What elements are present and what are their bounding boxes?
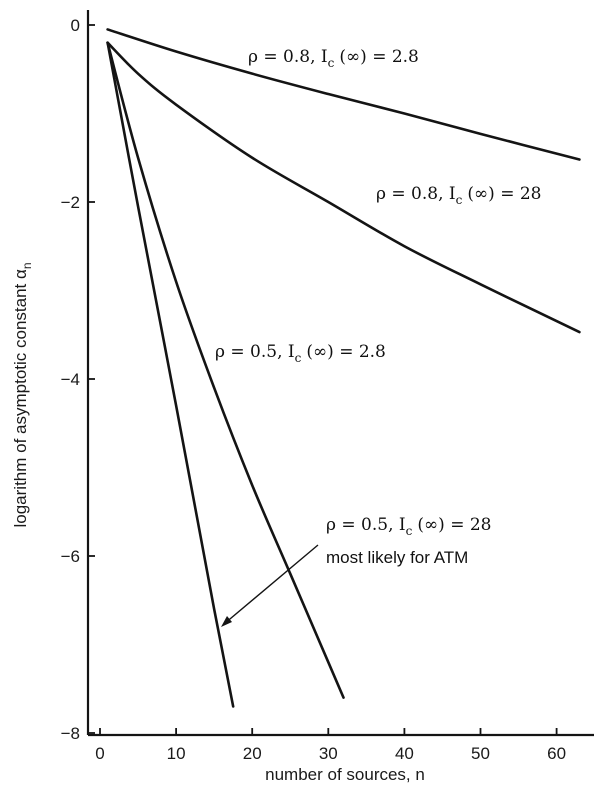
annotation-3-ic: I bbox=[288, 342, 295, 362]
annotation-3-rest: (∞) = 2.8 bbox=[306, 342, 386, 362]
annotation-series-4-line2: most likely for ATM bbox=[326, 548, 468, 567]
series-line-3 bbox=[106, 41, 345, 699]
annotation-2-sub: c bbox=[456, 193, 463, 207]
x-tick-label: 10 bbox=[167, 744, 186, 763]
y-ticks: 0 −2 −4 −6 −8 bbox=[61, 16, 95, 743]
x-tick-label: 40 bbox=[395, 744, 414, 763]
annotation-2-rho: ρ = 0.8, bbox=[376, 184, 444, 204]
y-tick-label: −6 bbox=[61, 547, 80, 566]
annotation-series-1: ρ = 0.8, Ic (∞) = 2.8 bbox=[248, 47, 419, 70]
annotation-1-sub: c bbox=[328, 56, 335, 70]
annotation-arrow bbox=[221, 544, 319, 627]
y-axis-title-main: logarithm of asymptotic constant α bbox=[11, 269, 30, 528]
annotation-1-rho: ρ = 0.8, bbox=[248, 47, 316, 67]
y-axis-title-subscript: n bbox=[20, 262, 34, 269]
x-ticks: 0 10 20 30 40 50 60 bbox=[95, 728, 566, 763]
annotation-3-rho: ρ = 0.5, bbox=[215, 342, 283, 362]
annotation-4-ic: I bbox=[399, 515, 406, 535]
y-tick-label: −2 bbox=[61, 193, 80, 212]
series-line-4 bbox=[106, 41, 235, 708]
x-tick-label: 30 bbox=[319, 744, 338, 763]
annotation-2-rest: (∞) = 28 bbox=[467, 184, 541, 204]
annotation-1-rest: (∞) = 2.8 bbox=[339, 47, 419, 67]
annotation-2-ic: I bbox=[449, 184, 456, 204]
annotation-3-sub: c bbox=[295, 351, 302, 365]
x-tick-label: 0 bbox=[95, 744, 104, 763]
arrow-head bbox=[221, 616, 232, 627]
y-tick-label: −4 bbox=[61, 370, 80, 389]
x-axis-title: number of sources, n bbox=[265, 765, 425, 784]
y-axis-title: logarithm of asymptotic constant αn bbox=[11, 262, 34, 527]
annotation-4-sub: c bbox=[406, 524, 413, 538]
y-tick-label: 0 bbox=[71, 16, 80, 35]
x-tick-label: 20 bbox=[243, 744, 262, 763]
annotation-series-2: ρ = 0.8, Ic (∞) = 28 bbox=[376, 184, 541, 207]
arrow-shaft bbox=[223, 544, 319, 625]
x-tick-label: 50 bbox=[471, 744, 490, 763]
annotation-4-rho: ρ = 0.5, bbox=[326, 515, 394, 535]
series-line-2 bbox=[106, 41, 581, 334]
x-tick-label: 60 bbox=[547, 744, 566, 763]
y-axis-title-group: logarithm of asymptotic constant αn bbox=[11, 262, 34, 527]
y-tick-label: −8 bbox=[61, 724, 80, 743]
annotation-series-3: ρ = 0.5, Ic (∞) = 2.8 bbox=[215, 342, 386, 365]
series-line-1 bbox=[106, 28, 581, 161]
annotation-1-ic: I bbox=[321, 47, 328, 67]
annotation-4-rest: (∞) = 28 bbox=[417, 515, 491, 535]
series-lines bbox=[106, 28, 581, 708]
annotation-series-4: ρ = 0.5, Ic (∞) = 28 bbox=[326, 515, 491, 538]
